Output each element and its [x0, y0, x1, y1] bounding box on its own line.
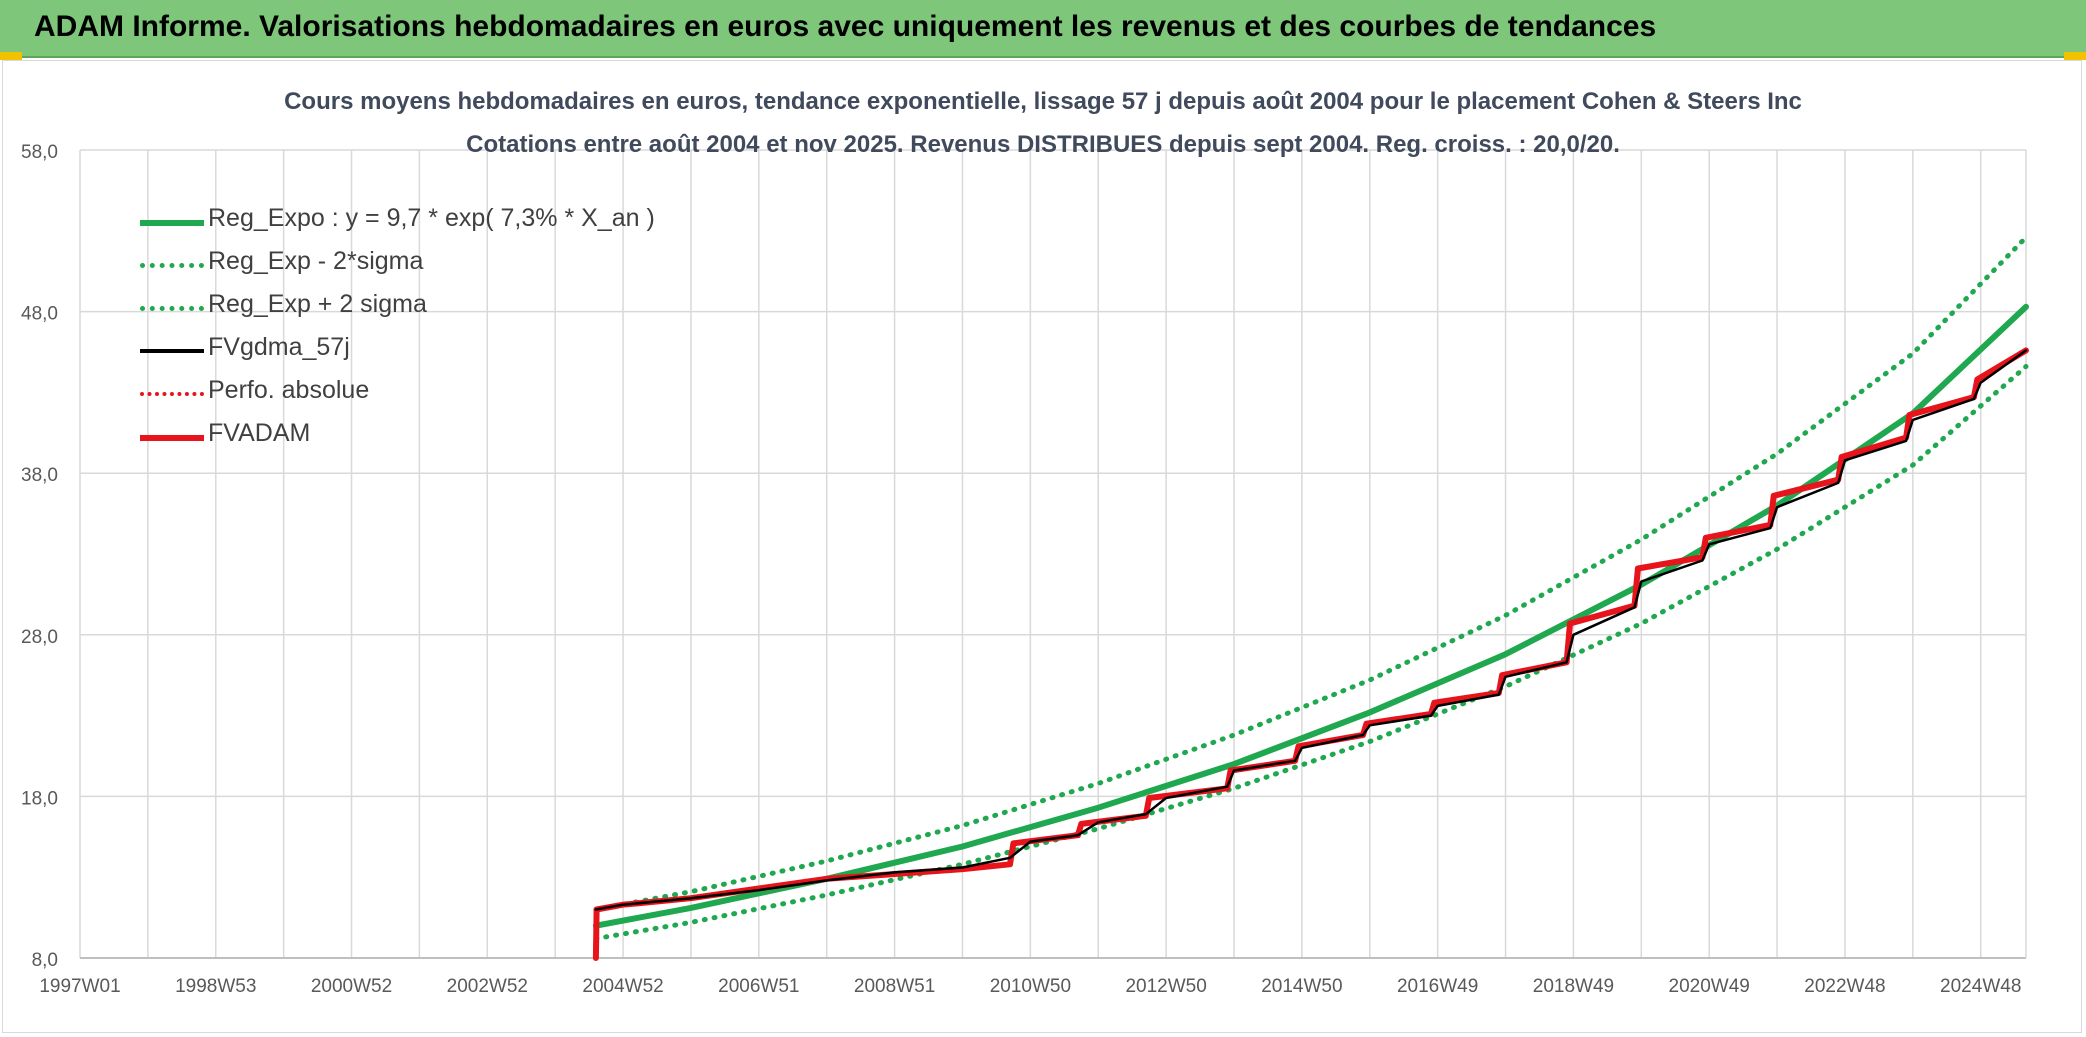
- legend-label-fvadam: FVADAM: [208, 419, 311, 447]
- report-header: ADAM Informe. Valorisations hebdomadaire…: [0, 0, 2086, 58]
- legend-swatch-reg-exp-minus: [140, 263, 204, 268]
- chart-series: [592, 234, 2029, 961]
- x-tick-label: 2020W49: [1669, 976, 1750, 997]
- x-tick-label: 1998W53: [175, 976, 256, 997]
- x-tick-label: 2004W52: [582, 976, 663, 997]
- legend-swatch-reg-exp-plus: [140, 306, 204, 311]
- x-tick-label: 2006W51: [718, 976, 799, 997]
- x-tick-label: 2008W51: [854, 976, 935, 997]
- report-title: ADAM Informe. Valorisations hebdomadaire…: [34, 10, 1657, 43]
- x-tick-label: 2010W50: [990, 976, 1071, 997]
- legend-swatch-fvgdma: [140, 349, 204, 353]
- x-tick-label: 1997W01: [39, 976, 120, 997]
- chart-title-line1: Cours moyens hebdomadaires en euros, ten…: [284, 88, 1802, 115]
- x-tick-label: 2022W48: [1804, 976, 1885, 997]
- header-corner-right: [2064, 52, 2086, 60]
- x-tick-label: 2000W52: [311, 976, 392, 997]
- y-tick-label: 18,0: [21, 788, 58, 809]
- series-reg-exp-plus: [593, 234, 2029, 912]
- y-tick-label: 28,0: [21, 627, 58, 648]
- chart-axis-labels: 8,0 18,0 28,0 38,0 48,0 58,0 1997W01 1998W53 200…: [21, 142, 2021, 997]
- y-tick-label: 48,0: [21, 304, 58, 325]
- series-fvgdma: [594, 349, 2028, 911]
- x-tick-label: 2024W48: [1940, 976, 2021, 997]
- series-fvadam: [592, 347, 2029, 961]
- legend-label-perfo-absolue: Perfo. absolue: [208, 376, 370, 404]
- series-reg-expo: [592, 303, 2029, 929]
- legend-label-reg-expo: Reg_Expo : y = 9,7 * exp( 7,3% * X_an ): [208, 204, 655, 232]
- chart-grid: [79, 149, 2027, 959]
- header-corner-left: [0, 52, 22, 60]
- chart-title-line2: Cotations entre août 2004 et nov 2025. R…: [466, 131, 1620, 158]
- x-tick-label: 2016W49: [1397, 976, 1478, 997]
- chart-frame: [2, 60, 2082, 1033]
- legend-swatch-fvadam: [140, 435, 204, 441]
- x-tick-label: 2002W52: [447, 976, 528, 997]
- legend-swatch-perfo-absolue: [140, 392, 204, 396]
- y-tick-label: 58,0: [21, 142, 58, 163]
- x-tick-label: 2014W50: [1261, 976, 1342, 997]
- legend-label-reg-exp-plus: Reg_Exp + 2 sigma: [208, 290, 427, 318]
- x-tick-label: 2018W49: [1533, 976, 1614, 997]
- x-tick-label: 2012W50: [1125, 976, 1206, 997]
- legend-label-fvgdma: FVgdma_57j: [208, 333, 350, 361]
- legend-label-reg-exp-minus: Reg_Exp - 2*sigma: [208, 247, 424, 275]
- legend-swatch-reg-expo: [140, 220, 204, 226]
- y-tick-label: 8,0: [32, 950, 58, 971]
- series-reg-exp-minus: [593, 364, 2029, 942]
- y-tick-label: 38,0: [21, 465, 58, 486]
